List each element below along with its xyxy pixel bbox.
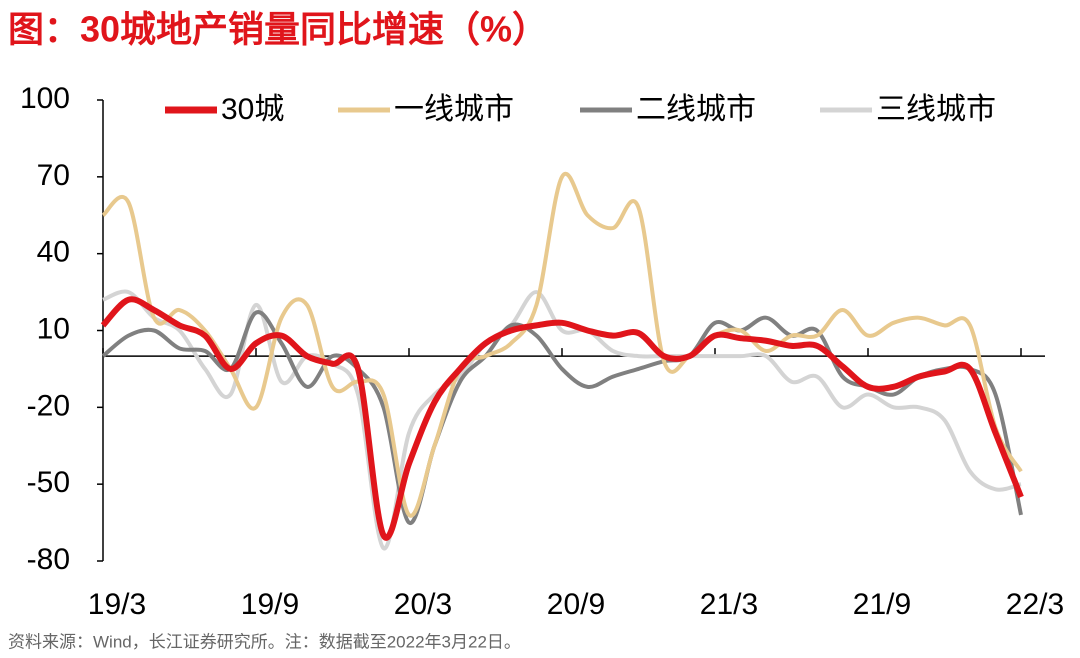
series-line	[101, 310, 1023, 525]
x-tick-label: 22/3	[1006, 588, 1064, 621]
y-tick-label: 10	[37, 312, 70, 345]
series-line	[100, 296, 1024, 541]
y-tick-label: -20	[27, 389, 70, 422]
x-tick-label: 19/3	[88, 588, 146, 621]
x-tick-label: 20/3	[394, 588, 452, 621]
y-tick-label: -50	[27, 466, 70, 499]
y-tick-label: 100	[20, 82, 70, 115]
x-tick-label: 19/9	[241, 588, 299, 621]
legend-label: 二线城市	[636, 93, 756, 126]
series-line	[101, 171, 1023, 518]
x-tick-label: 21/9	[853, 588, 911, 621]
x-tick-label: 20/9	[547, 588, 605, 621]
series-line	[102, 289, 1022, 551]
legend-label: 30城	[221, 93, 284, 126]
legend-label: 三线城市	[876, 93, 996, 126]
x-tick-label: 21/3	[700, 588, 758, 621]
source-note: 资料来源：Wind，长江证券研究所。注：数据截至2022年3月22日。	[8, 632, 521, 651]
legend-label: 一线城市	[394, 93, 514, 126]
chart-title: 图：30城地产销量同比增速（%）	[8, 9, 548, 50]
y-tick-label: 40	[37, 236, 70, 269]
y-tick-label: -80	[27, 543, 70, 576]
y-tick-label: 70	[37, 159, 70, 192]
